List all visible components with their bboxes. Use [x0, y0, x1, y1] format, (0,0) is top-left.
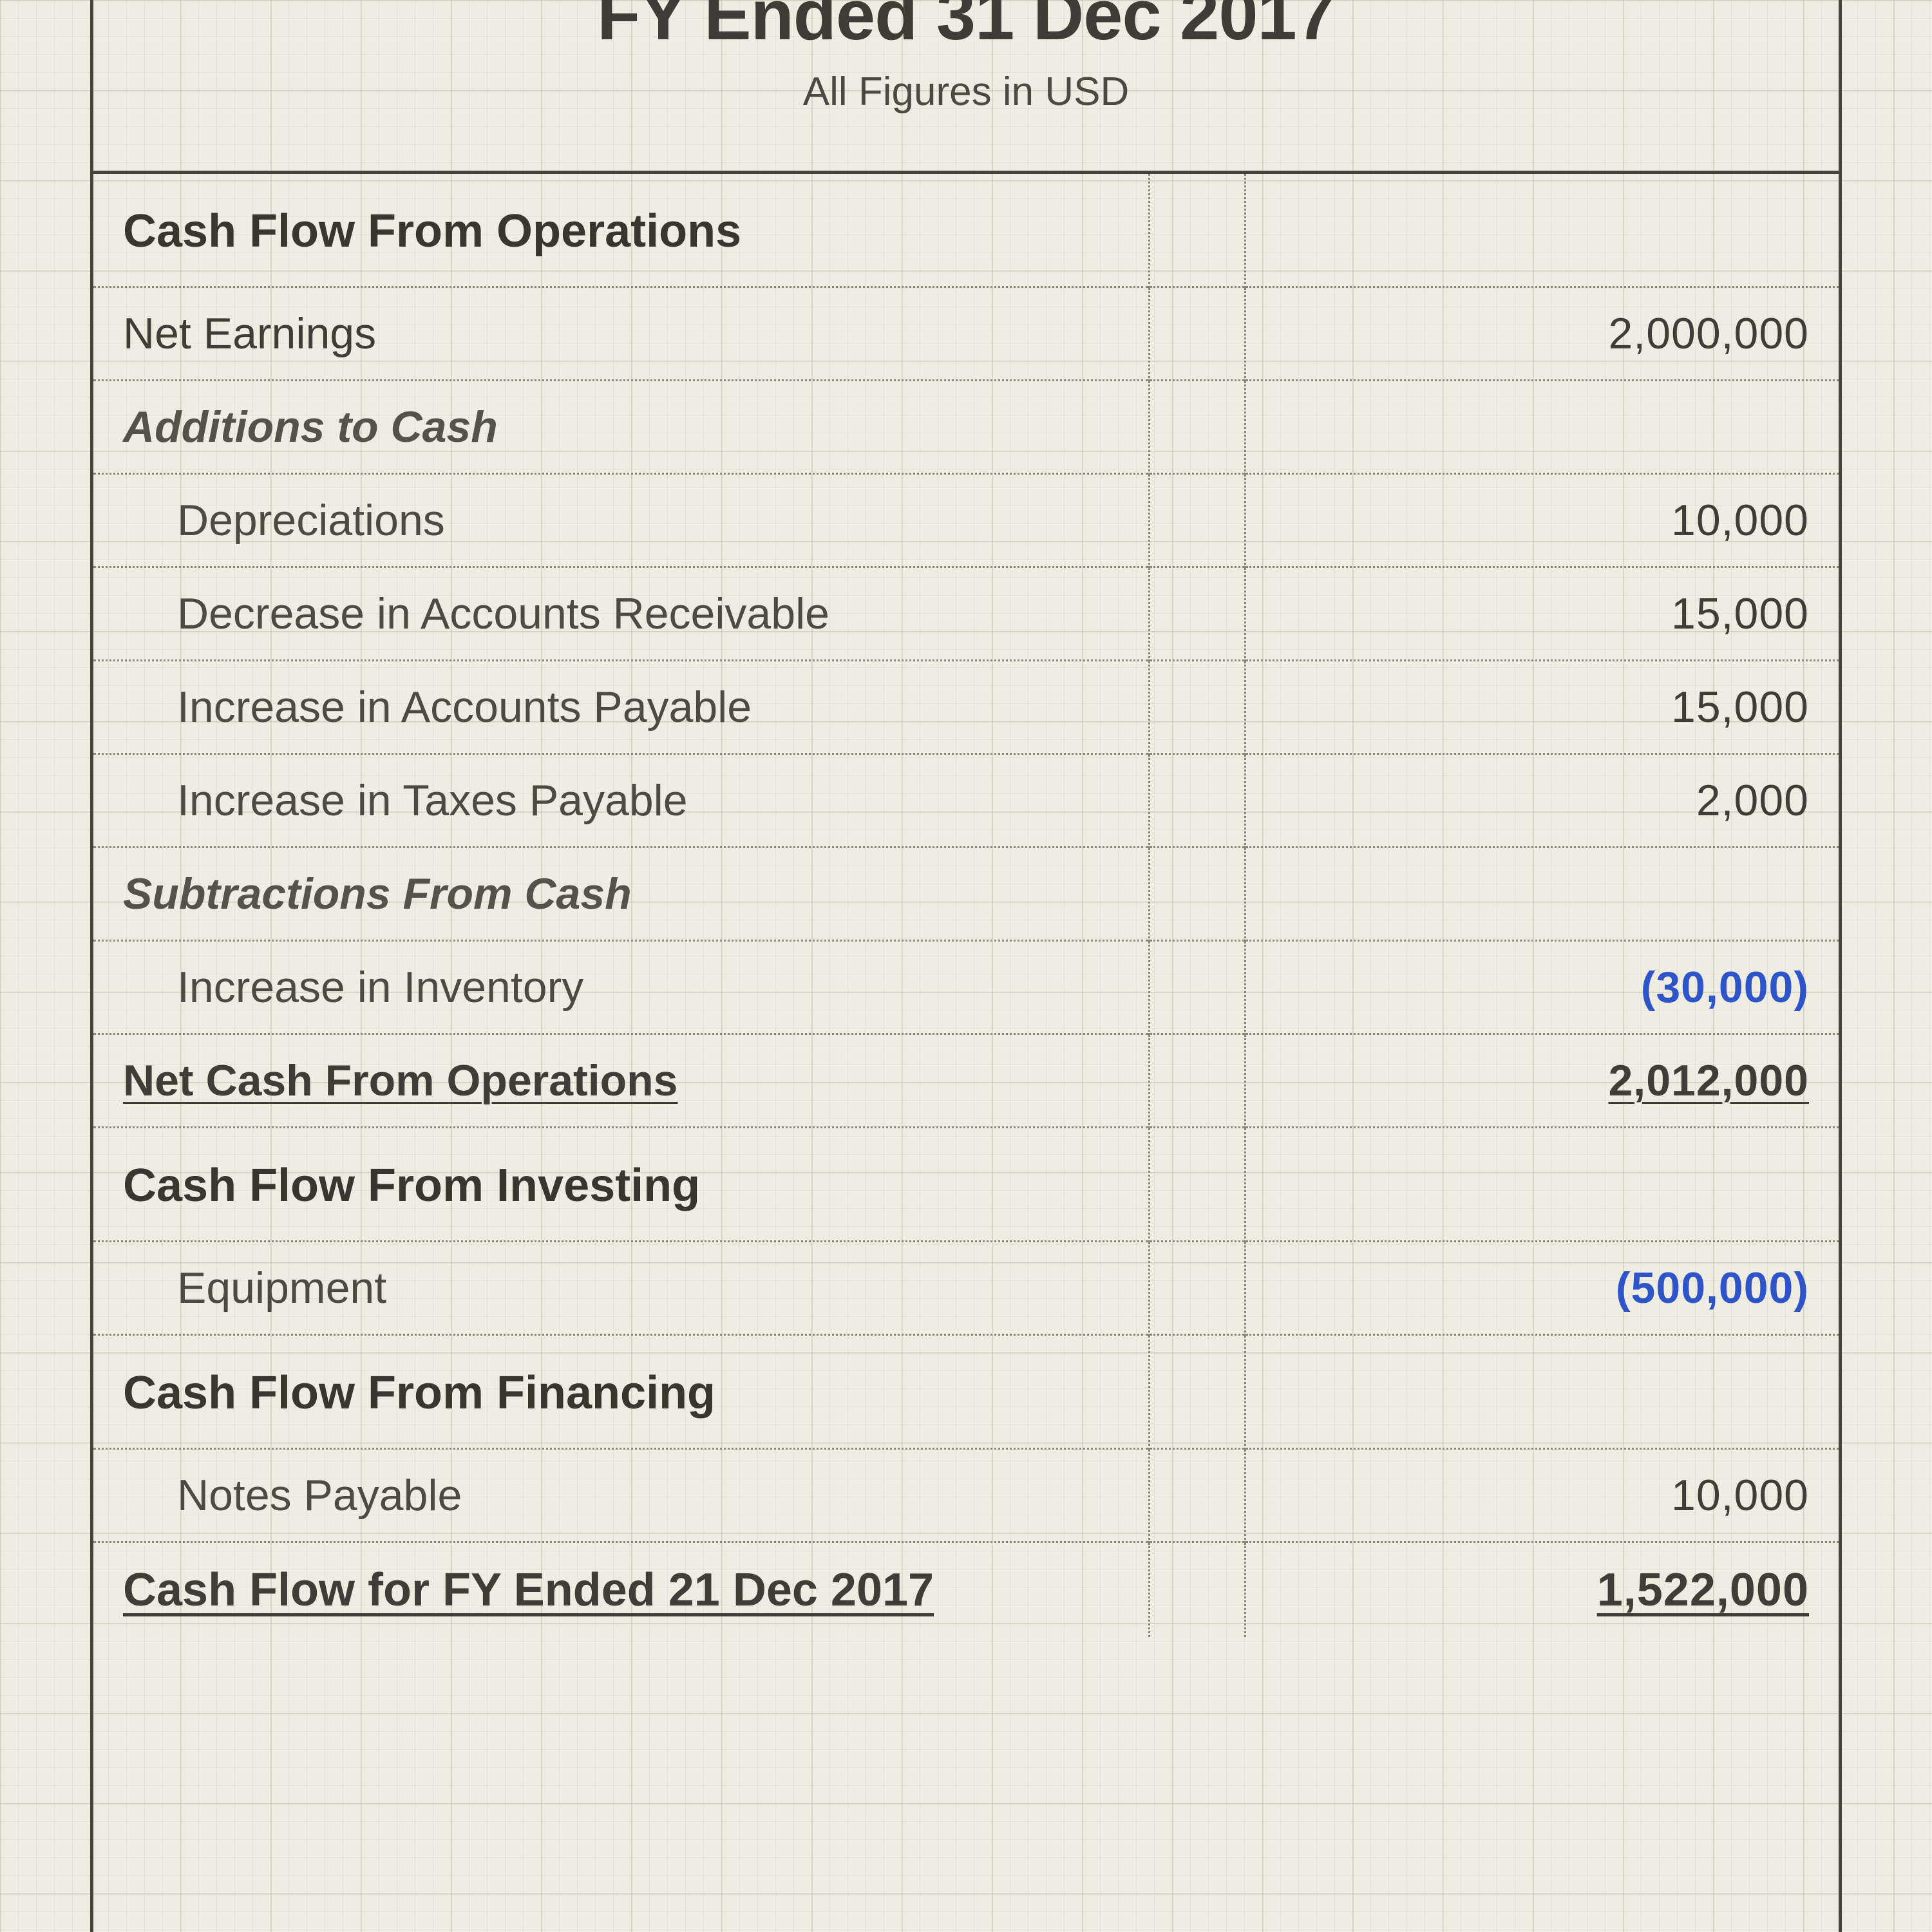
row-value: (30,000) [1245, 941, 1839, 1034]
row-label-text: Cash Flow From Financing [123, 1367, 715, 1419]
row-value [1245, 1128, 1839, 1242]
table-row: Net Cash From Operations 2,012,000 [93, 1034, 1839, 1128]
table-row: Net Earnings 2,000,000 [93, 287, 1839, 381]
row-value-text: (500,000) [1616, 1264, 1809, 1312]
table-row: Notes Payable 10,000 [93, 1449, 1839, 1542]
table-row: Additions to Cash [93, 381, 1839, 474]
row-value [1245, 381, 1839, 474]
row-gap [1150, 567, 1245, 661]
row-value-text: 10,000 [1671, 1471, 1809, 1520]
row-value: 15,000 [1245, 567, 1839, 661]
row-value: 10,000 [1245, 474, 1839, 567]
row-value-text: 15,000 [1671, 683, 1809, 732]
row-value-text: 1,522,000 [1597, 1564, 1809, 1616]
row-gap [1150, 1335, 1245, 1449]
row-gap [1150, 287, 1245, 381]
row-label: Depreciations [93, 474, 1150, 567]
row-label-text: Equipment [177, 1264, 386, 1312]
row-value: 15,000 [1245, 661, 1839, 754]
table-row: Cash Flow From Investing [93, 1128, 1839, 1242]
row-gap [1150, 1034, 1245, 1128]
table-row: Subtractions From Cash [93, 848, 1839, 941]
row-label: Cash Flow From Operations [93, 174, 1150, 287]
row-gap [1150, 941, 1245, 1034]
table-row: Cash Flow From Operations [93, 174, 1839, 287]
row-value: (500,000) [1245, 1242, 1839, 1335]
cash-flow-table: Cash Flow From Operations Net Earnings 2,0… [93, 174, 1839, 1637]
row-label: Equipment [93, 1242, 1150, 1335]
row-label-text: Cash Flow for FY Ended 21 Dec 2017 [123, 1564, 934, 1616]
table-row: Increase in Accounts Payable 15,000 [93, 661, 1839, 754]
row-label-text: Additions to Cash [123, 402, 498, 451]
table-row: Depreciations 10,000 [93, 474, 1839, 567]
row-label-text: Increase in Taxes Payable [177, 776, 688, 825]
row-value-text: 15,000 [1671, 589, 1809, 638]
row-value: 10,000 [1245, 1449, 1839, 1542]
row-label: Cash Flow From Financing [93, 1335, 1150, 1449]
row-value-text: 10,000 [1671, 496, 1809, 545]
row-gap [1150, 174, 1245, 287]
table-row: Decrease in Accounts Receivable 15,000 [93, 567, 1839, 661]
row-label-text: Increase in Accounts Payable [177, 683, 752, 732]
row-label: Cash Flow From Investing [93, 1128, 1150, 1242]
row-label-text: Notes Payable [177, 1471, 462, 1520]
row-value [1245, 174, 1839, 287]
row-label: Subtractions From Cash [93, 848, 1150, 941]
row-value-text: 2,000 [1696, 776, 1809, 825]
row-value-text: 2,012,000 [1608, 1056, 1809, 1105]
row-label: Net Earnings [93, 287, 1150, 381]
row-gap [1150, 848, 1245, 941]
row-value [1245, 848, 1839, 941]
row-value: 2,000 [1245, 754, 1839, 848]
statement-frame: FY Ended 31 Dec 2017 All Figures in USD … [90, 0, 1842, 1932]
row-gap [1150, 1242, 1245, 1335]
table-row: Cash Flow for FY Ended 21 Dec 2017 1,522,… [93, 1542, 1839, 1638]
statement-title: FY Ended 31 Dec 2017 [132, 0, 1800, 56]
row-label: Increase in Inventory [93, 941, 1150, 1034]
row-value [1245, 1335, 1839, 1449]
row-label-text: Net Cash From Operations [123, 1056, 678, 1105]
row-label: Notes Payable [93, 1449, 1150, 1542]
row-value: 2,000,000 [1245, 287, 1839, 381]
row-gap [1150, 1449, 1245, 1542]
row-label: Additions to Cash [93, 381, 1150, 474]
row-label-text: Cash Flow From Investing [123, 1160, 700, 1211]
row-label-text: Cash Flow From Operations [123, 205, 741, 257]
statement-header: FY Ended 31 Dec 2017 All Figures in USD [93, 0, 1839, 174]
row-gap [1150, 754, 1245, 848]
row-label-text: Subtractions From Cash [123, 869, 632, 918]
row-gap [1150, 474, 1245, 567]
row-label-text: Depreciations [177, 496, 445, 545]
row-gap [1150, 1128, 1245, 1242]
row-gap [1150, 661, 1245, 754]
row-gap [1150, 1542, 1245, 1638]
row-value: 1,522,000 [1245, 1542, 1839, 1638]
row-label: Increase in Accounts Payable [93, 661, 1150, 754]
row-value-text: 2,000,000 [1608, 309, 1809, 358]
row-label: Cash Flow for FY Ended 21 Dec 2017 [93, 1542, 1150, 1638]
row-label: Decrease in Accounts Receivable [93, 567, 1150, 661]
table-row: Cash Flow From Financing [93, 1335, 1839, 1449]
statement-subtitle: All Figures in USD [132, 69, 1800, 115]
table-row: Increase in Inventory (30,000) [93, 941, 1839, 1034]
table-row: Equipment (500,000) [93, 1242, 1839, 1335]
row-gap [1150, 381, 1245, 474]
row-label: Increase in Taxes Payable [93, 754, 1150, 848]
table-row: Increase in Taxes Payable 2,000 [93, 754, 1839, 848]
row-label-text: Decrease in Accounts Receivable [177, 589, 829, 638]
row-label-text: Net Earnings [123, 309, 376, 358]
cash-flow-tbody: Cash Flow From Operations Net Earnings 2,0… [93, 174, 1839, 1637]
row-label-text: Increase in Inventory [177, 963, 583, 1012]
row-label: Net Cash From Operations [93, 1034, 1150, 1128]
row-value: 2,012,000 [1245, 1034, 1839, 1128]
row-value-text: (30,000) [1641, 963, 1809, 1012]
